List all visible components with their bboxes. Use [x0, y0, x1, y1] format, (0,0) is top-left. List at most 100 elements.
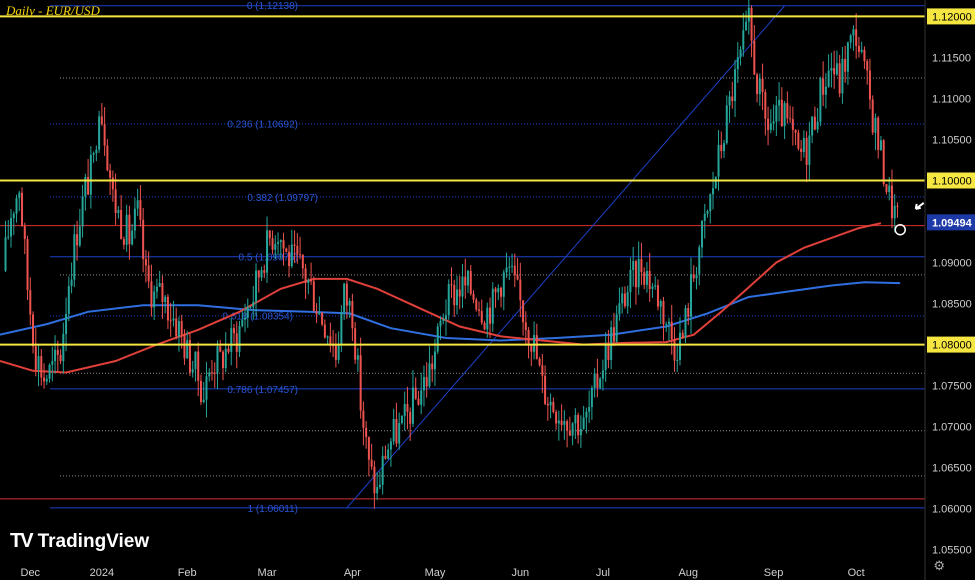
candle-body [739, 49, 742, 58]
candle-body [34, 346, 37, 370]
candle-body [783, 103, 786, 127]
candle-body [695, 274, 698, 279]
candle-body [310, 279, 313, 282]
candle-body [574, 415, 577, 424]
candle-body [153, 291, 156, 308]
candle-body [557, 420, 560, 424]
candle-body [483, 322, 486, 330]
current-price-label: 1.09494 [932, 217, 973, 229]
candle-body [582, 417, 585, 429]
candle-body [596, 373, 599, 388]
candle-body [819, 78, 822, 122]
candle-body [307, 279, 310, 283]
candle-body [585, 411, 588, 418]
candle-body [811, 116, 814, 136]
candle-body [753, 40, 756, 75]
candle-body [332, 345, 335, 347]
y-tick-label: 1.07500 [932, 381, 972, 393]
candle-body [376, 487, 379, 494]
candle-body [524, 322, 527, 330]
annotation-circle [894, 223, 906, 236]
candle-body [98, 116, 101, 150]
candle-body [827, 70, 830, 87]
candle-body [252, 301, 255, 307]
fib-label: 0.236 (1.10692) [227, 120, 298, 131]
candle-body [128, 214, 131, 245]
candle-body [359, 355, 362, 411]
candle-body [370, 459, 373, 467]
candle-body [882, 140, 885, 185]
candle-body [175, 318, 178, 337]
candle-body [67, 285, 70, 315]
candle-body [120, 210, 123, 239]
level-badge [927, 336, 975, 353]
y-tick-label: 1.06500 [932, 463, 972, 475]
candle-body [351, 301, 354, 329]
candle-body [312, 281, 315, 312]
candle-body [813, 116, 816, 130]
candle-body [213, 372, 216, 374]
level-badge-label: 1.12000 [932, 11, 972, 23]
brand-name: TradingView [37, 530, 150, 552]
candle-body [893, 205, 896, 219]
candle-body [786, 103, 789, 119]
candle-body [497, 287, 500, 293]
candle-body [871, 99, 874, 133]
candle-body [48, 364, 51, 379]
candle-body [767, 118, 770, 130]
gear-icon[interactable]: ⚙ [933, 558, 945, 573]
annotation-arrow [914, 202, 925, 210]
candle-body [822, 78, 825, 95]
x-tick-label: Oct [848, 567, 865, 579]
candle-body [530, 344, 533, 352]
trend-line [346, 5, 785, 509]
candle-body [601, 370, 604, 379]
candle-body [125, 214, 128, 245]
candle-body [29, 290, 32, 315]
candle-body [604, 344, 607, 371]
candle-body [670, 321, 673, 340]
candle-body [133, 208, 136, 231]
level-badge [927, 172, 975, 189]
candle-body [519, 279, 522, 301]
candle-body [288, 251, 291, 267]
candle-body [158, 283, 161, 287]
x-tick-label: Jul [596, 567, 610, 579]
candle-body [505, 267, 508, 273]
candle-body [70, 279, 73, 286]
candle-body [838, 63, 841, 94]
candle-body [833, 68, 836, 75]
candle-body [450, 284, 453, 286]
candle-body [665, 323, 668, 325]
candle-body [701, 220, 704, 248]
candle-body [406, 404, 409, 412]
candle-body [398, 422, 401, 444]
candle-body [673, 339, 676, 361]
candle-body [709, 194, 712, 212]
candle-body [794, 129, 797, 133]
candle-body [662, 300, 665, 325]
candle-body [348, 301, 351, 306]
candle-body [855, 29, 858, 46]
candle-body [255, 270, 258, 302]
candle-body [824, 86, 827, 95]
candle-body [321, 312, 324, 325]
level-badge-label: 1.10000 [932, 175, 972, 187]
candle-body [458, 289, 461, 297]
candle-body [106, 145, 109, 171]
candle-body [714, 176, 717, 189]
candle-body [478, 309, 481, 311]
candle-body [103, 124, 106, 146]
candle-body [142, 219, 145, 260]
x-tick-label: Feb [178, 567, 197, 579]
candle-body [45, 378, 48, 382]
candle-body [81, 196, 84, 227]
candle-body [461, 276, 464, 297]
candle-body [277, 242, 280, 244]
candle-body [122, 238, 125, 245]
candle-body [645, 270, 648, 285]
candle-body [224, 348, 227, 369]
candle-body [84, 176, 87, 197]
candle-body [734, 69, 737, 101]
